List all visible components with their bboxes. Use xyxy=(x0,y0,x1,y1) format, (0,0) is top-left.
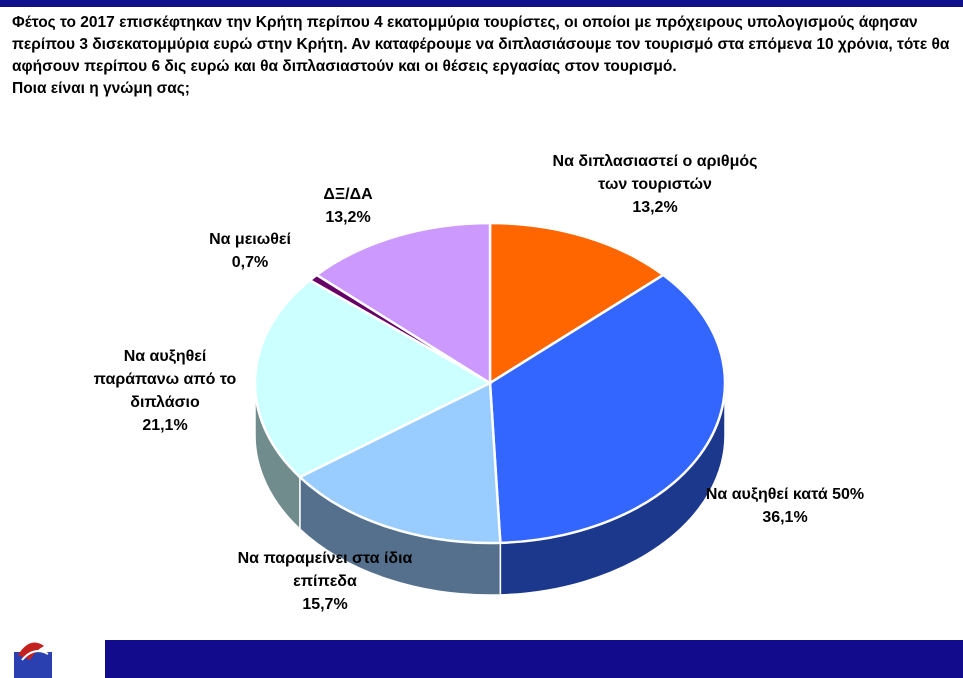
intro-text: Φέτος το 2017 επισκέφτηκαν την Κρήτη περ… xyxy=(12,12,957,100)
slice xyxy=(297,381,502,545)
value-label: 15,7% xyxy=(302,596,348,613)
category-label: Να διπλασιαστεί ο αριθμός των τουριστών xyxy=(552,153,758,193)
slice-label: Να αυξηθεί παράπανω από το διπλάσιο 21,1% xyxy=(80,345,250,437)
slice-label: Να αυξηθεί κατά 50% 36,1% xyxy=(700,483,870,529)
value-label: 13,2% xyxy=(325,209,371,226)
category-label: Να αυξηθεί κατά 50% xyxy=(705,486,865,503)
slice xyxy=(488,273,727,545)
value-label: 21,1% xyxy=(142,417,188,434)
slice-label: Να μειωθεί 0,7% xyxy=(190,228,310,274)
slice xyxy=(314,221,492,386)
slice xyxy=(253,278,493,479)
intro-paragraph: Φέτος το 2017 επισκέφτηκαν την Κρήτη περ… xyxy=(12,14,950,75)
bottom-bar xyxy=(105,640,963,678)
category-label: ΔΞ/ΔΑ xyxy=(323,186,373,203)
value-label: 13,2% xyxy=(632,199,678,216)
value-label: 0,7% xyxy=(231,254,269,271)
slice xyxy=(488,221,666,386)
logo xyxy=(14,642,52,678)
top-bar xyxy=(0,0,963,7)
slice-label: Να διπλασιαστεί ο αριθμός των τουριστών 1… xyxy=(545,150,765,219)
slice-label: ΔΞ/ΔΑ 13,2% xyxy=(298,183,398,229)
question: Ποια είναι η γνώμη σας; xyxy=(12,80,190,97)
category-label: Να μειωθεί xyxy=(209,231,291,248)
slice-label: Να παραμείνει στα ίδια επίπεδα 15,7% xyxy=(225,547,425,616)
category-label: Να παραμείνει στα ίδια επίπεδα xyxy=(237,550,413,590)
category-label: Να αυξηθεί παράπανω από το διπλάσιο xyxy=(93,348,237,411)
value-label: 36,1% xyxy=(762,509,808,526)
